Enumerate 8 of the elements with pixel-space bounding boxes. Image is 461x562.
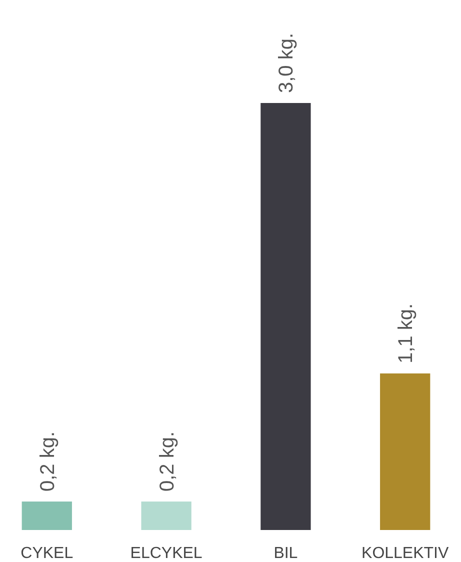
- data-label: 0,2 kg.: [36, 431, 59, 492]
- data-label: 1,1 kg.: [395, 303, 418, 364]
- x-tick-label: BIL: [274, 545, 298, 562]
- data-label: 0,2 kg.: [156, 431, 178, 492]
- data-label: 3,0 kg.: [276, 32, 298, 93]
- x-tick-label: KOLLEKTIV: [362, 545, 450, 562]
- x-tick-label: ELCYKEL: [130, 545, 202, 562]
- x-tick-label: CYKEL: [20, 545, 74, 562]
